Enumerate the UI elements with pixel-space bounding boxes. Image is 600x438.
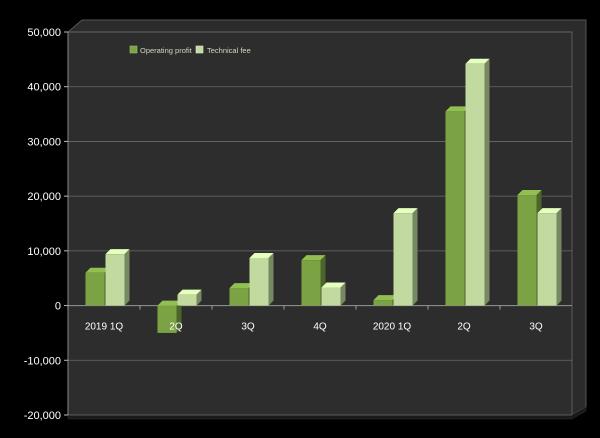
bar-front (373, 300, 393, 306)
bar-top (177, 289, 202, 295)
y-tick-label: 50,000 (27, 27, 61, 39)
bar-side (412, 208, 418, 306)
bar-front (177, 294, 197, 306)
bar-front (157, 305, 177, 333)
bar-side (196, 289, 202, 306)
bar-top (373, 295, 398, 301)
bar-top (105, 249, 130, 255)
y-tick-label: 0 (55, 301, 61, 313)
bar-top (85, 267, 110, 273)
y-tick-label: -10,000 (24, 355, 61, 367)
plot-area (67, 19, 587, 420)
bar-technical-fee-0 (105, 249, 130, 306)
bar-top (229, 283, 254, 289)
bar-front (105, 254, 125, 306)
bar-technical-fee-6 (537, 208, 562, 306)
x-tick-label: 3Q (241, 322, 255, 333)
bar-technical-fee-2 (249, 252, 274, 306)
bar-top (301, 255, 326, 261)
x-tick-label: 4Q (313, 322, 327, 333)
x-tick-label: 2020 1Q (373, 322, 412, 333)
bar-front (465, 63, 485, 306)
bar-front (85, 272, 105, 306)
bar-top (445, 106, 470, 112)
bar-front (445, 111, 465, 306)
y-axis: 50,000 40,000 30,000 20,000 10,000 0 -10,000 -2… (24, 27, 69, 422)
bar-top (249, 252, 274, 258)
x-tick-label: 2Q (457, 322, 471, 333)
bar-front (301, 260, 321, 306)
x-tick-label: 3Q (529, 322, 543, 333)
y-tick-label: 10,000 (27, 246, 61, 258)
legend: Operating profit Technical fee (129, 45, 251, 55)
bars (85, 58, 562, 333)
legend-swatch-operating-profit (129, 45, 138, 54)
y-tick-label: -20,000 (24, 410, 61, 422)
bar-technical-fee-4 (393, 208, 418, 306)
bar-front (321, 287, 341, 306)
plot-wall (67, 31, 573, 416)
x-tick-label: 2Q (169, 322, 183, 333)
bar-top (321, 282, 346, 288)
bar-side (176, 300, 182, 333)
bar-side (484, 58, 490, 306)
bar-front (537, 213, 557, 306)
legend-swatch-technical-fee (195, 45, 204, 54)
x-axis: 2019 1Q 2Q 3Q 4Q 2020 1Q 2Q 3Q (67, 305, 543, 333)
bar-side (340, 282, 346, 306)
bar-operating-profit-1 (157, 300, 182, 333)
bar-top (465, 58, 490, 64)
bar-side (556, 208, 562, 306)
bar-side (268, 252, 274, 306)
bar-top (157, 300, 182, 306)
y-tick-label: 30,000 (27, 136, 61, 148)
bar-front (229, 288, 249, 306)
bar-technical-fee-3 (321, 282, 346, 306)
y-tick-label: 40,000 (27, 82, 61, 94)
legend-label-technical-fee: Technical fee (207, 46, 251, 55)
bar-front (393, 213, 413, 306)
y-tick-label: 20,000 (27, 191, 61, 203)
bar-technical-fee-1 (177, 289, 202, 306)
legend-label-operating-profit: Operating profit (140, 46, 193, 55)
bar-top (537, 208, 562, 214)
x-tick-label: 2019 1Q (85, 322, 124, 333)
bar-technical-fee-5 (465, 58, 490, 306)
bar-top (517, 190, 542, 196)
bar-front (517, 195, 537, 306)
bar-top (393, 208, 418, 214)
bar-front (249, 257, 269, 306)
bar-side (124, 249, 130, 306)
